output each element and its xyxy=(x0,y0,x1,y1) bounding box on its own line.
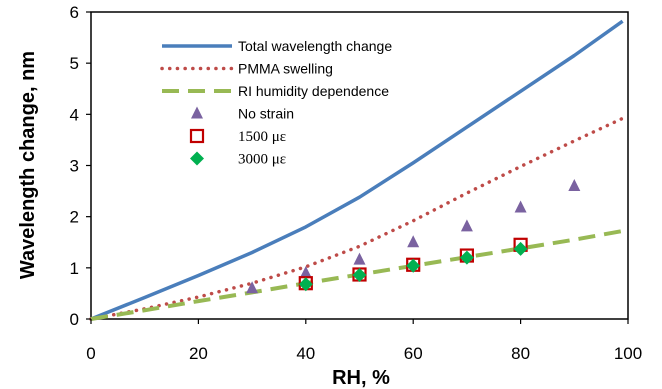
data-point xyxy=(299,265,312,278)
y-tick-label: 4 xyxy=(70,105,79,124)
series-3 xyxy=(246,178,581,294)
data-point xyxy=(514,200,527,213)
x-axis-title: RH, % xyxy=(332,367,390,389)
y-tick-label: 3 xyxy=(70,157,79,176)
x-tick-label: 60 xyxy=(404,344,423,363)
y-tick-label: 5 xyxy=(70,54,79,73)
data-point xyxy=(568,178,581,191)
x-tick-label: 80 xyxy=(511,344,530,363)
data-point xyxy=(459,250,474,265)
x-tick-label: 20 xyxy=(189,344,208,363)
data-point xyxy=(298,277,313,292)
y-tick-label: 6 xyxy=(70,3,79,22)
data-point xyxy=(460,219,473,232)
legend-label: 1500 με xyxy=(238,129,286,145)
legend-label: RI humidity dependence xyxy=(238,83,389,99)
series-line xyxy=(90,19,624,321)
series-5 xyxy=(298,241,528,292)
legend-label: No strain xyxy=(238,106,294,122)
data-point xyxy=(352,267,367,282)
y-tick-label: 2 xyxy=(70,208,79,227)
legend-label: PMMA swelling xyxy=(238,61,333,77)
legend-label: Total wavelength change xyxy=(238,38,392,54)
data-point xyxy=(407,235,420,248)
x-tick-label: 40 xyxy=(296,344,315,363)
legend: Total wavelength change PMMA swelling RI h… xyxy=(160,38,392,168)
series-1 xyxy=(89,116,625,321)
series-line xyxy=(89,116,625,321)
x-tick-label: 0 xyxy=(86,344,95,363)
series-0 xyxy=(90,19,624,321)
legend-swatch xyxy=(189,128,205,144)
legend-swatch xyxy=(191,106,203,119)
data-point xyxy=(246,281,259,294)
y-tick-label: 1 xyxy=(70,259,79,278)
legend-swatch xyxy=(190,151,204,166)
legend-label: 3000 με xyxy=(238,152,286,168)
y-tick-label: 0 xyxy=(70,310,79,329)
y-axis-title: Wavelength change, nm xyxy=(17,51,39,279)
data-point xyxy=(406,258,421,273)
series-layer xyxy=(89,19,625,321)
x-tick-label: 100 xyxy=(614,344,642,363)
data-point xyxy=(513,241,528,256)
data-point xyxy=(353,252,366,265)
